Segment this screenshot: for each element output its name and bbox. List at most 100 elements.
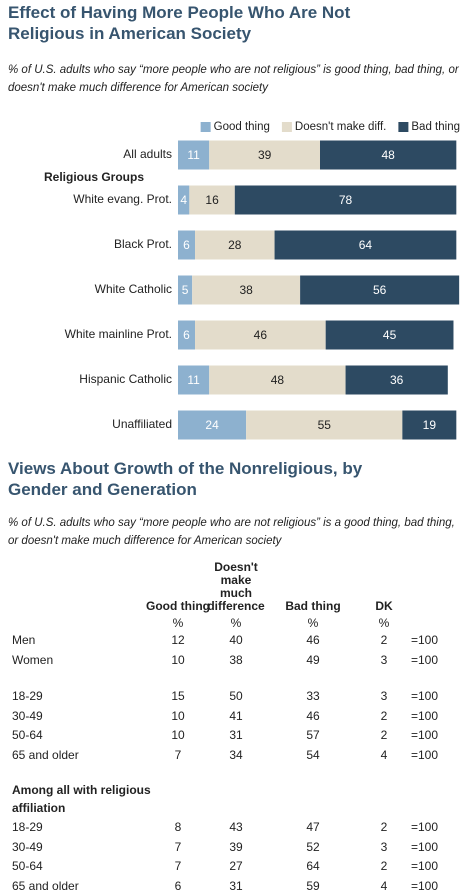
data-label: 48 [381,148,395,162]
data-label: 24 [205,418,219,432]
bar-segment [325,320,454,350]
bar-segment [178,320,196,350]
cell-value: 54 [306,747,320,762]
column-unit: % [378,616,390,630]
row-label: 65 and older [12,878,79,892]
cell-value: 2 [380,728,388,742]
cell-value: 41 [229,708,243,723]
cell-value: 39 [229,839,243,854]
category-label: All adults [123,147,172,161]
chart-title: Effect of Having More People Who Are Not… [8,3,351,43]
cell-value: 4 [380,878,388,892]
row-total: =100 [411,859,439,873]
bar-segment [345,365,448,395]
column-header: Bad thing [285,599,341,613]
bar-segment [178,185,190,215]
chart: All adults 11 39 48 White evang. Prot. 4 16 78 B… [44,121,460,440]
cell-value: 4 [380,747,388,762]
chart-subtitle: % of U.S. adults who say “more people wh… [8,64,459,94]
row-label: Women [12,652,54,667]
cell-value: 38 [229,652,243,667]
data-label: 38 [239,283,253,297]
data-label: 45 [383,328,397,342]
column-header: Doesn't make much difference [207,560,265,613]
row-total: =100 [411,839,439,854]
category-label: White Catholic [95,282,172,296]
cell-value: 7 [174,859,182,873]
cell-value: 12 [171,633,185,647]
legend-label: Doesn't make diff. [295,121,386,133]
row-total: =100 [411,878,439,892]
row-total: =100 [411,820,439,834]
cell-value: 47 [306,820,320,834]
data-label: 39 [258,148,272,162]
group-label: Religious Groups [44,170,144,184]
column-unit: % [172,616,184,630]
table-subtitle: % of U.S. adults who say “more people wh… [8,517,455,547]
data-label: 6 [183,328,190,342]
cell-value: 49 [306,652,320,667]
cell-value: 15 [171,689,185,703]
row-label: 50-64 [12,728,43,742]
cell-value: 3 [380,652,388,667]
data-label: 28 [228,238,242,252]
cell-value: 7 [174,747,182,762]
row-label: 30-49 [12,708,43,723]
bar-segment [234,185,457,215]
cell-value: 64 [306,859,320,873]
cell-value: 31 [229,878,243,892]
legend-label: Good thing [214,121,270,133]
bar-segment [402,410,457,440]
bar-segment [195,230,275,260]
cell-value: 10 [171,652,185,667]
row-total: =100 [411,633,439,647]
cell-value: 10 [171,728,185,742]
legend-swatch [281,122,292,132]
bar-segment [192,275,301,305]
table-title: Views About Growth of the Nonreligious, … [8,459,363,499]
row-label: 18-29 [12,820,43,834]
row-label: Men [12,633,36,647]
cell-value: 2 [380,859,388,873]
bar-segment [178,410,247,440]
category-label: Unaffiliated [112,417,172,431]
data-label: 5 [182,283,189,297]
data-label: 46 [254,328,268,342]
cell-value: 7 [174,839,182,854]
bar-segment [209,140,320,170]
cell-value: 2 [380,820,388,834]
bar-segment [300,275,460,305]
column-header: Good thing [146,599,210,613]
cell-value: 6 [174,878,182,892]
cell-value: 34 [229,747,243,762]
column-unit: % [230,616,242,630]
legend-swatch [398,122,409,132]
cell-value: 10 [171,708,185,723]
cell-value: 57 [306,728,320,742]
bar-segment [320,140,457,170]
bar-segment [246,410,403,440]
row-total: =100 [411,747,439,762]
cell-value: 3 [380,689,388,703]
row-total: =100 [411,652,439,667]
cell-value: 59 [306,878,320,892]
section-heading: Among all with religious affiliation [12,783,151,815]
column-header: DK [375,599,393,613]
data-label: 48 [271,373,285,387]
cell-value: 46 [306,633,320,647]
legend-swatch [200,122,211,132]
row-label: 30-49 [12,839,43,854]
bar-segment [189,185,235,215]
bar-segment [209,365,346,395]
data-label: 16 [205,193,219,207]
bar-segment [178,275,193,305]
category-label: White mainline Prot. [65,327,172,341]
data-label: 11 [187,373,200,387]
category-label: White evang. Prot. [73,192,172,206]
cell-value: 31 [229,728,243,742]
category-label: Hispanic Catholic [79,372,172,386]
data-label: 11 [187,148,200,162]
cell-value: 40 [229,633,243,647]
column-unit: % [307,616,319,630]
